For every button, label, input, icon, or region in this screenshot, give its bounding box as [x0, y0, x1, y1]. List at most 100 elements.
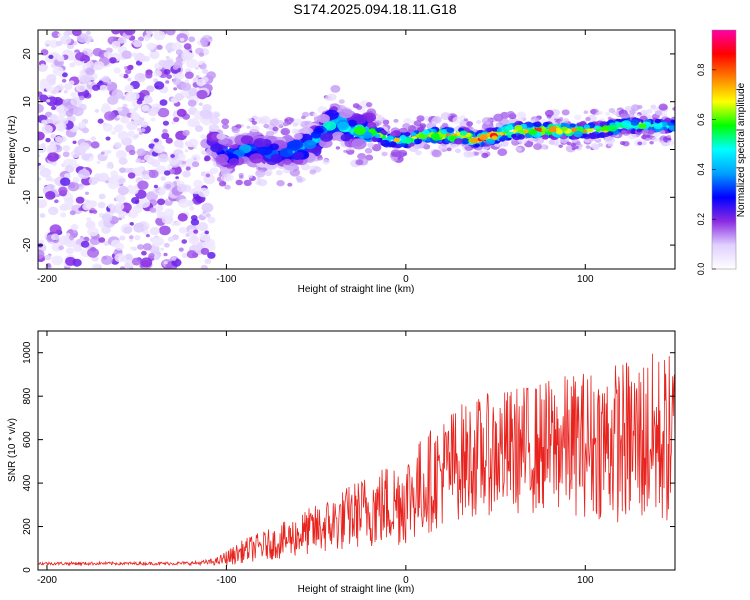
snr-panel: -200 -100 0 100 0 200 400 600 800 1000 Height of… [7, 330, 676, 595]
heatmap-cell [246, 125, 251, 129]
spectrogram-y-tick-label: 0 [22, 146, 33, 152]
heatmap-cell [46, 144, 57, 153]
heatmap-cell [173, 87, 178, 91]
heatmap-cell [228, 158, 240, 166]
heatmap-cell [105, 180, 109, 184]
heatmap-cell [107, 150, 112, 154]
heatmap-cell [123, 73, 129, 79]
colorbar: 0.0 0.2 0.4 0.6 0.8 Normalized spectral ampl… [696, 29, 747, 275]
heatmap-cell [481, 117, 493, 125]
heatmap-cell [605, 111, 611, 116]
heatmap-cell [179, 37, 185, 42]
heatmap-cell [175, 176, 179, 180]
heatmap-cell [574, 114, 582, 121]
heatmap-cell [183, 43, 192, 50]
heatmap-cell [127, 64, 134, 71]
heatmap-cell [112, 174, 120, 181]
colorbar-tick-label: 0.4 [696, 163, 706, 176]
heatmap-cell [287, 182, 293, 187]
colorbar-label: Normalized spectral amplitude [736, 82, 747, 217]
heatmap-cell [117, 130, 129, 140]
heatmap-cell [655, 110, 663, 116]
heatmap-cell [123, 226, 132, 234]
heatmap-cell [583, 110, 589, 115]
heatmap-cell [141, 104, 150, 112]
heatmap-cell [185, 233, 190, 237]
heatmap-cell [465, 132, 472, 138]
heatmap-cell [330, 85, 341, 93]
heatmap-cell [45, 191, 56, 200]
heatmap-cell [134, 134, 140, 139]
heatmap-cell [131, 52, 138, 57]
heatmap-cell [60, 212, 67, 218]
heatmap-cell [172, 77, 182, 85]
heatmap-cell [162, 120, 170, 126]
heatmap-cell [77, 121, 86, 129]
heatmap-cell [408, 142, 415, 147]
heatmap-cell [72, 230, 78, 234]
heatmap-cell [68, 158, 77, 167]
heatmap-cell [320, 132, 333, 142]
heatmap-cell [46, 99, 51, 103]
heatmap-cell [375, 114, 381, 119]
heatmap-cell [49, 224, 62, 235]
heatmap-cell [438, 143, 448, 151]
figure-title: S174.2025.094.18.11.G18 [293, 1, 456, 17]
heatmap-cell [181, 51, 193, 61]
heatmap-cell [505, 125, 514, 131]
heatmap-cell [41, 124, 53, 134]
heatmap-cell [175, 178, 181, 183]
heatmap-cell [180, 82, 192, 91]
heatmap-cell [628, 133, 637, 140]
heatmap-cell [646, 134, 651, 139]
heatmap-cell [75, 83, 87, 93]
heatmap-cell [193, 229, 199, 234]
heatmap-cell [514, 124, 523, 131]
heatmap-cell [247, 117, 253, 122]
colorbar-tick-label: 0.2 [696, 213, 706, 226]
heatmap-cell [661, 112, 668, 117]
heatmap-cell [81, 153, 90, 161]
heatmap-cell [171, 41, 183, 51]
heatmap-cell [666, 134, 672, 139]
heatmap-cell [58, 245, 65, 251]
spectrogram-y-tick-label: 10 [22, 96, 33, 108]
heatmap-cell [127, 185, 139, 195]
heatmap-cell [61, 78, 67, 83]
heatmap-cell [78, 169, 90, 180]
spectrogram-y-tick-label: -10 [22, 190, 33, 205]
heatmap-cell [79, 142, 90, 151]
heatmap-cell [375, 128, 382, 133]
heatmap-cell [291, 128, 300, 135]
heatmap-cell [38, 249, 45, 260]
heatmap-cell [39, 94, 49, 103]
heatmap-cell [38, 131, 45, 141]
heatmap-cell [161, 214, 174, 225]
heatmap-cell [52, 66, 64, 76]
heatmap-cell [200, 197, 204, 201]
heatmap-cell [165, 55, 170, 60]
snr-y-tick-label: 0 [22, 567, 33, 573]
heatmap-cell [163, 261, 168, 265]
heatmap-cell [142, 243, 152, 251]
heatmap-cell [118, 217, 123, 221]
heatmap-cell [113, 125, 122, 133]
heatmap-cell [588, 133, 598, 140]
heatmap-cell [115, 194, 126, 203]
heatmap-cell [86, 217, 92, 222]
heatmap-cell [672, 107, 675, 111]
heatmap-cell [491, 135, 498, 140]
heatmap-cell [72, 140, 77, 144]
heatmap-cell [129, 222, 134, 226]
heatmap-cell [131, 257, 142, 266]
heatmap-cell [181, 239, 188, 244]
heatmap-cell [463, 118, 469, 122]
heatmap-cell [79, 69, 87, 76]
heatmap-cell [72, 106, 84, 117]
heatmap-cell [607, 124, 618, 132]
heatmap-cell [85, 67, 95, 76]
heatmap-cell [469, 137, 479, 144]
heatmap-cell [131, 41, 136, 45]
heatmap-cell [195, 75, 200, 79]
colorbar-tick-label: 0.8 [696, 64, 706, 77]
